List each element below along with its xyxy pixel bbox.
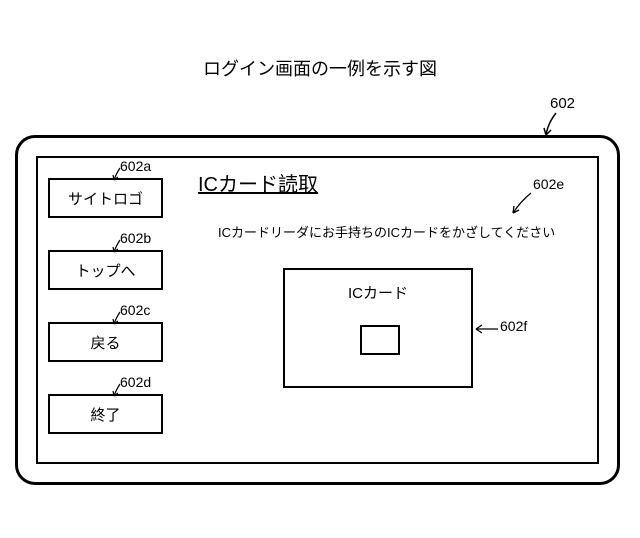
site-logo-button[interactable]: サイトロゴ xyxy=(48,178,163,218)
ref-label-602e: 602e xyxy=(533,176,564,192)
sidebar-row-exit: 602d 終了 xyxy=(48,394,163,434)
back-button[interactable]: 戻る xyxy=(48,322,163,362)
leader-arrow-602d xyxy=(114,384,126,398)
ic-card-box: ICカード xyxy=(283,268,473,388)
leader-arrow-602e xyxy=(513,193,533,215)
ref-label-602f: 602f xyxy=(500,318,527,334)
ic-card-chip-icon xyxy=(360,325,400,355)
sidebar: 602a サイトロゴ 602b トップへ xyxy=(48,178,163,466)
top-label: トップへ xyxy=(75,260,135,281)
site-logo-label: サイトロゴ xyxy=(68,188,143,209)
sidebar-row-top: 602b トップへ xyxy=(48,250,163,290)
back-label: 戻る xyxy=(90,332,120,353)
exit-button[interactable]: 終了 xyxy=(48,394,163,434)
screen-outer-frame: 602a サイトロゴ 602b トップへ xyxy=(15,135,620,485)
main-area: ICカード読取 602e ICカードリーダにお手持ちのICカードをかざしてくださ… xyxy=(188,168,587,452)
screen-inner-frame: 602a サイトロゴ 602b トップへ xyxy=(36,156,599,464)
leader-arrow-602f xyxy=(476,323,498,335)
leader-arrow-602 xyxy=(546,113,566,137)
leader-arrow-602b xyxy=(114,240,126,254)
leader-arrow-602a xyxy=(114,168,126,182)
leader-arrow-602c xyxy=(114,312,126,326)
ref-label-602: 602 xyxy=(550,95,575,112)
sidebar-row-logo: 602a サイトロゴ xyxy=(48,178,163,218)
instruction-text: ICカードリーダにお手持ちのICカードをかざしてください xyxy=(218,222,587,241)
sidebar-row-back: 602c 戻る xyxy=(48,322,163,362)
exit-label: 終了 xyxy=(90,404,120,425)
figure-title: ログイン画面の一例を示す図 xyxy=(0,55,640,81)
top-button[interactable]: トップへ xyxy=(48,250,163,290)
ic-card-label: ICカード xyxy=(285,282,471,303)
